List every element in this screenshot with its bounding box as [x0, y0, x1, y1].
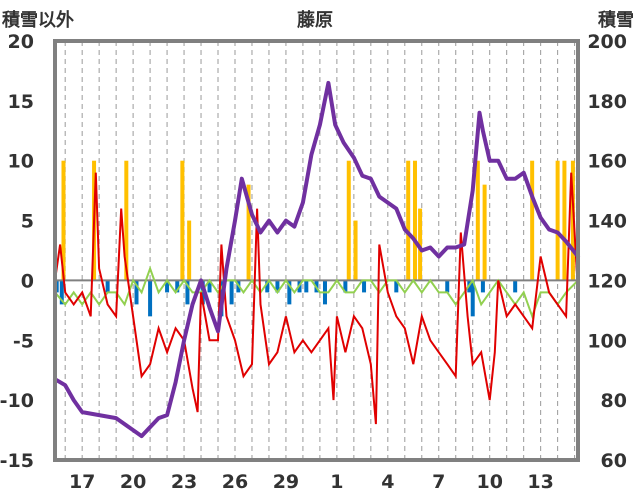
right-tick-label: 100 — [587, 330, 627, 352]
x-tick-label: 4 — [381, 471, 394, 493]
sunshine-bar — [482, 184, 487, 281]
left-tick-label: -5 — [13, 330, 34, 352]
right-tick-label: 160 — [587, 151, 627, 173]
precipitation-bar — [105, 280, 110, 293]
sunshine-bar — [418, 208, 423, 281]
right-tick-label: 200 — [587, 31, 627, 53]
sunshine-bar — [555, 160, 560, 281]
left-tick-label: 15 — [8, 91, 34, 113]
plot-frame — [53, 39, 580, 462]
precipitation-bar — [207, 280, 212, 293]
x-tick-label: 10 — [476, 471, 502, 493]
right-tick-label: 180 — [587, 91, 627, 113]
right-axis-title: 積雪 — [597, 9, 634, 31]
precipitation-bar — [148, 280, 153, 317]
sunshine-bar — [180, 160, 185, 281]
precipitation-bar — [134, 280, 139, 305]
left-tick-label: 10 — [8, 151, 34, 173]
left-tick-label: -15 — [0, 450, 34, 472]
sunshine-bar — [353, 220, 358, 281]
sunshine-bar — [61, 160, 66, 281]
precipitation-bar — [175, 280, 180, 293]
sunshine-bar — [475, 160, 480, 281]
precipitation-bar — [275, 280, 280, 293]
x-tick-label: 20 — [120, 471, 146, 493]
right-tick-label: 80 — [601, 390, 627, 412]
precipitation-bar — [265, 280, 270, 293]
sunshine-bar — [406, 160, 411, 281]
sunshine-bar — [530, 160, 535, 281]
sunshine-bar — [570, 160, 575, 281]
sunshine-bar — [412, 160, 417, 281]
left-axis-ticks: -15 -10 -5 0 5 10 15 20 — [0, 31, 34, 472]
precipitation-bar — [480, 280, 485, 293]
precipitation-bar — [304, 280, 309, 293]
sunshine-bar — [562, 160, 567, 281]
precipitation-bar — [185, 280, 190, 305]
x-tick-label: 1 — [330, 471, 343, 493]
precipitation-bar — [343, 280, 348, 293]
chart-title: 藤原 — [297, 9, 333, 31]
left-tick-label: -10 — [0, 390, 34, 412]
sunshine-bar — [124, 160, 129, 281]
precipitation-bar — [165, 280, 170, 293]
sunshine-bar — [187, 220, 192, 281]
right-tick-label: 140 — [587, 211, 627, 233]
precipitation-bar — [445, 280, 450, 293]
temp-change-series-line — [54, 265, 579, 320]
precipitation-bar — [59, 280, 64, 305]
precipitation-bar — [394, 280, 399, 293]
x-tick-label: 26 — [222, 471, 248, 493]
sunshine-bar — [246, 184, 251, 281]
precipitation-bar — [470, 280, 475, 317]
x-tick-label: 7 — [432, 471, 445, 493]
snow-depth-series-line — [53, 80, 580, 439]
precipitation-bar — [229, 280, 234, 305]
x-axis-ticks: 17 20 23 26 29 1 4 7 10 13 — [69, 471, 554, 493]
left-tick-label: 20 — [8, 31, 34, 53]
right-tick-label: 60 — [601, 450, 627, 472]
x-tick-label: 29 — [273, 471, 299, 493]
left-tick-label: 5 — [21, 211, 34, 233]
x-tick-label: 13 — [527, 471, 553, 493]
sunshine-bar — [346, 160, 351, 281]
left-tick-label: 0 — [21, 270, 34, 292]
right-tick-label: 120 — [587, 270, 627, 292]
precipitation-bar — [362, 280, 367, 293]
left-axis-title: 積雪以外 — [1, 9, 74, 31]
precipitation-bar — [513, 280, 518, 293]
x-tick-label: 23 — [171, 471, 197, 493]
right-axis-ticks: 60 80 100 120 140 160 180 200 — [587, 31, 627, 472]
x-tick-label: 17 — [69, 471, 95, 493]
precipitation-bar — [287, 280, 292, 305]
temperature-series-line — [54, 172, 579, 425]
